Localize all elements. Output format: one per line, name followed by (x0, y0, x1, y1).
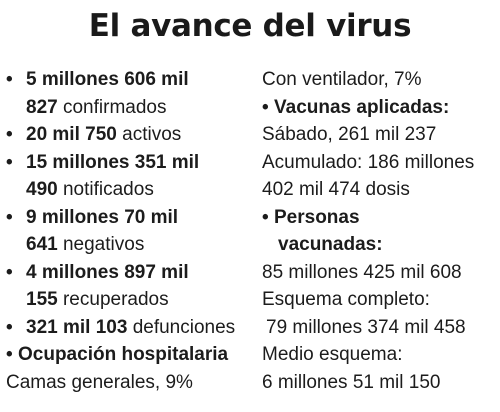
bullet-icon: • (6, 124, 13, 145)
confirmados-label: confirmados (62, 96, 167, 118)
defunciones-label: defunciones (132, 316, 236, 338)
stat-ocupacion-heading: • Ocupación hospitalaria (6, 341, 258, 369)
con-ventilador: Con ventilador, 7% (262, 69, 422, 90)
stat-camas-generales: Camas generales, 9% (6, 369, 258, 397)
confirmados-number-line2: 827 (26, 96, 58, 118)
bullet-icon: • (6, 151, 13, 173)
stat-notificados-cont: 490 notificados (6, 176, 258, 204)
personas-heading-line: • Personas (262, 204, 498, 232)
esquema-completo-value: 79 millones 374 mil 458 (266, 316, 466, 338)
vacunas-heading: Vacunas aplicadas: (274, 96, 450, 118)
personas-total: 85 millones 425 mil 608 (262, 261, 462, 283)
page-title: El avance del virus (88, 8, 412, 44)
notificados-number-line2: 490 (26, 179, 58, 200)
stat-notificados: • 15 millones 351 mil (6, 149, 258, 177)
confirmados-number-line1: 5 millones 606 mil (26, 69, 189, 90)
bullet-icon: • (262, 206, 269, 228)
right-column: Con ventilador, 7% • Vacunas aplicadas: S… (262, 66, 498, 396)
negativos-number-line2: 641 (26, 234, 58, 255)
left-column: • 5 millones 606 mil 827 confirmados • 20 … (6, 66, 258, 396)
bullet-icon: • (6, 261, 13, 283)
vacunas-acumulado-line2: 402 mil 474 dosis (262, 179, 410, 200)
stat-negativos-cont: 641 negativos (6, 231, 258, 259)
bullet-icon: • (6, 69, 13, 90)
stat-confirmados-cont: 827 confirmados (6, 94, 258, 122)
defunciones-number: 321 mil 103 (26, 316, 128, 338)
stat-recuperados-cont: 155 recuperados (6, 286, 258, 314)
stat-esquema-completo-value: 79 millones 374 mil 458 (262, 314, 498, 342)
esquema-completo-label: Esquema completo: (262, 289, 430, 310)
activos-number: 20 mil 750 (26, 124, 117, 145)
bullet-icon: • (6, 344, 13, 365)
stat-recuperados: • 4 millones 897 mil (6, 259, 258, 287)
recuperados-label: recuperados (62, 289, 169, 310)
stat-confirmados: • 5 millones 606 mil (6, 66, 258, 94)
stat-esquema-completo-label: Esquema completo: (262, 286, 498, 314)
medio-esquema-label: Medio esquema: (262, 344, 403, 365)
negativos-label: negativos (62, 234, 145, 255)
bullet-icon: • (262, 96, 269, 118)
stat-negativos: • 9 millones 70 mil (6, 204, 258, 232)
vacunas-acumulado-line1: Acumulado: 186 millones (262, 151, 475, 173)
activos-label: activos (122, 124, 182, 145)
stat-defunciones: • 321 mil 103 defunciones (6, 314, 258, 342)
stat-acumulado: Acumulado: 186 millones (262, 149, 498, 177)
camas-generales: Camas generales, 9% (6, 371, 193, 393)
vacunas-sabado: Sábado, 261 mil 237 (262, 124, 437, 145)
stat-con-ventilador: Con ventilador, 7% (262, 66, 498, 94)
stat-activos: • 20 mil 750 activos (6, 121, 258, 149)
stat-medio-esquema-label: Medio esquema: (262, 341, 498, 369)
stat-sabado: Sábado, 261 mil 237 (262, 121, 498, 149)
personas-heading-line1: Personas (274, 206, 360, 228)
bullet-icon: • (6, 206, 13, 228)
ocupacion-heading: Ocupación hospitalaria (18, 344, 229, 365)
vacunas-heading-line: • Vacunas aplicadas: (262, 94, 498, 122)
medio-esquema-value: 6 millones 51 mil 150 (262, 371, 441, 393)
notificados-label: notificados (62, 179, 154, 200)
personas-heading-cont: vacunadas: (262, 231, 498, 259)
recuperados-number-line2: 155 (26, 289, 58, 310)
stat-medio-esquema-value: 6 millones 51 mil 150 (262, 369, 498, 397)
notificados-number-line1: 15 millones 351 mil (26, 151, 200, 173)
personas-heading-line2: vacunadas: (278, 234, 383, 255)
stat-personas-total: 85 millones 425 mil 608 (262, 259, 498, 287)
recuperados-number-line1: 4 millones 897 mil (26, 261, 189, 283)
bullet-icon: • (6, 316, 13, 338)
negativos-number-line1: 9 millones 70 mil (26, 206, 179, 228)
stat-acumulado-cont: 402 mil 474 dosis (262, 176, 498, 204)
